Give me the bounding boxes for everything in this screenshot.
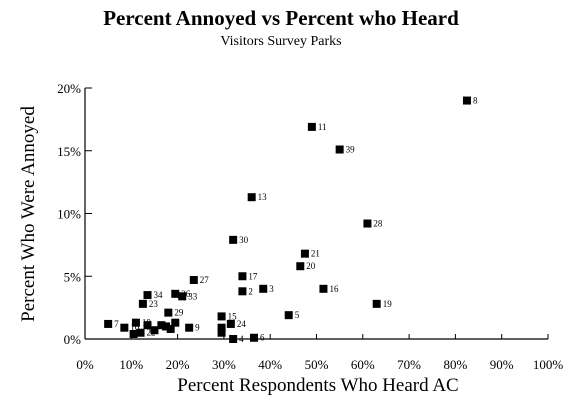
data-point-marker xyxy=(166,324,175,333)
data-point-label: 20 xyxy=(306,261,316,271)
data-point-label: 9 xyxy=(195,323,200,333)
data-point-marker xyxy=(284,311,293,320)
x-tick-label: 60% xyxy=(351,357,375,372)
data-point-marker xyxy=(164,308,173,317)
x-tick-label: 70% xyxy=(397,357,421,372)
data-point-marker xyxy=(217,312,226,321)
data-point-label: 16 xyxy=(329,284,339,294)
x-tick-label: 10% xyxy=(119,357,143,372)
data-point-marker xyxy=(259,284,268,293)
x-tick-label: 0% xyxy=(76,357,94,372)
data-point-marker xyxy=(143,291,152,300)
data-point-marker xyxy=(249,333,258,342)
chart-subtitle: Visitors Survey Parks xyxy=(220,34,341,49)
x-tick-label: 30% xyxy=(212,357,236,372)
data-point-marker xyxy=(307,122,316,131)
data-point-label: 11 xyxy=(318,122,327,132)
data-point-marker xyxy=(229,235,238,244)
data-point-marker xyxy=(226,319,235,328)
x-axis-label: Percent Respondents Who Heard AC xyxy=(177,375,458,396)
x-tick-label: 20% xyxy=(166,357,190,372)
data-point-label: 27 xyxy=(200,275,210,285)
data-points: 8113913283021201727321634263323192951524… xyxy=(104,96,478,344)
x-tick-label: 40% xyxy=(258,357,282,372)
data-point-marker xyxy=(150,326,159,335)
data-point-label: 10 xyxy=(130,323,140,333)
data-point-label: 24 xyxy=(237,319,247,329)
data-point-marker xyxy=(462,96,471,105)
data-point-marker xyxy=(300,249,309,258)
data-point-marker xyxy=(238,272,247,281)
data-point-label: 39 xyxy=(346,144,356,154)
data-point-marker xyxy=(171,289,180,298)
data-point-label: 17 xyxy=(248,271,257,281)
data-point-marker xyxy=(136,328,145,337)
data-point-marker xyxy=(217,323,226,332)
data-point-label: 2 xyxy=(248,286,253,296)
y-tick-label: 5% xyxy=(64,269,82,284)
data-point-marker xyxy=(217,328,226,337)
data-point-label: 4 xyxy=(239,334,244,344)
data-point-marker xyxy=(178,292,187,301)
y-tick-label: 10% xyxy=(57,207,81,222)
y-tick-label: 20% xyxy=(57,81,81,96)
data-point-marker xyxy=(296,262,305,271)
data-point-marker xyxy=(319,284,328,293)
data-point-marker xyxy=(229,335,238,343)
y-axis-ticks: 0% 5% 10% 15% 20% xyxy=(57,81,92,347)
data-point-label: 15 xyxy=(228,311,238,321)
data-point-label: 28 xyxy=(373,219,383,229)
data-point-label: 13 xyxy=(258,192,268,202)
x-tick-label: 50% xyxy=(305,357,329,372)
data-point-marker xyxy=(131,318,140,327)
y-axis-label: Percent Who Were Annoyed xyxy=(18,106,39,322)
data-point-label: 33 xyxy=(188,291,198,301)
data-point-marker xyxy=(138,299,147,308)
data-point-label: 6 xyxy=(260,333,265,343)
x-axis-ticks: 0% 10% 20% 30% 40% 50% 60% 70% 80% 90% 100% xyxy=(76,334,563,372)
data-point-marker xyxy=(372,299,381,308)
data-point-marker xyxy=(120,323,129,332)
data-point-marker xyxy=(185,323,194,332)
data-point-label: 34 xyxy=(154,290,164,300)
data-point-label: 23 xyxy=(149,299,159,309)
x-tick-label: 80% xyxy=(443,357,467,372)
data-point-label: 30 xyxy=(239,235,249,245)
data-point-label: 5 xyxy=(295,310,300,320)
x-tick-label: 90% xyxy=(490,357,514,372)
data-point-marker xyxy=(363,219,372,228)
data-point-label: 3 xyxy=(269,284,274,294)
data-point-marker xyxy=(189,276,198,285)
y-tick-label: 0% xyxy=(64,332,82,347)
data-point-marker xyxy=(157,321,166,330)
data-point-label: 8 xyxy=(473,96,478,106)
data-point-marker xyxy=(238,287,247,296)
data-point-marker xyxy=(247,193,256,202)
data-point-label: 29 xyxy=(174,308,184,318)
data-point-label: 21 xyxy=(311,249,320,259)
data-point-marker xyxy=(104,319,113,328)
y-tick-label: 15% xyxy=(57,144,81,159)
data-point-label: 7 xyxy=(114,319,119,329)
data-point-marker xyxy=(129,329,138,338)
data-point-marker xyxy=(162,322,171,331)
data-point-marker xyxy=(171,318,180,327)
chart-title: Percent Annoyed vs Percent who Heard xyxy=(103,6,459,30)
data-point-marker xyxy=(143,321,152,330)
data-point-marker xyxy=(335,145,344,154)
data-point-label: 19 xyxy=(383,299,393,309)
x-tick-label: 100% xyxy=(533,357,564,372)
